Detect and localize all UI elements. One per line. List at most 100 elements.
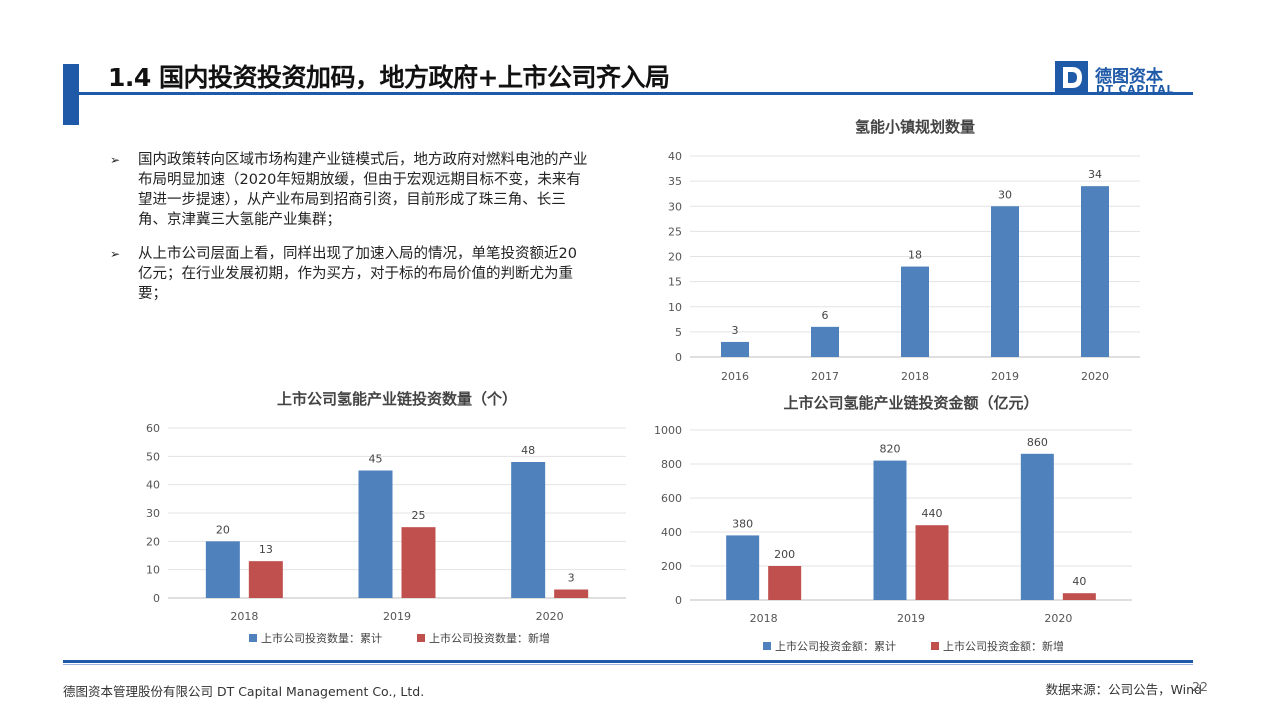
logo-d-icon [1055, 61, 1088, 94]
y-tick-label: 0 [675, 351, 682, 364]
x-tick-label: 2018 [750, 612, 778, 625]
data-label: 48 [521, 444, 535, 457]
title-underline [79, 92, 1193, 95]
y-tick-label: 600 [661, 492, 682, 505]
bar [721, 341, 749, 357]
bar [1062, 593, 1096, 600]
x-tick-label: 2020 [536, 610, 564, 623]
bar [915, 525, 949, 600]
y-tick-label: 10 [668, 301, 682, 314]
title-accent-bar [63, 64, 79, 125]
legend-swatch [417, 634, 425, 642]
bar [811, 326, 839, 357]
x-tick-label: 2019 [897, 612, 925, 625]
x-tick-label: 2018 [230, 610, 258, 623]
bullet-text: 从上市公司层面上看，同样出现了加速入局的情况，单笔投资额近20亿元；在行业发展初… [138, 246, 577, 302]
x-tick-label: 2020 [1081, 370, 1109, 383]
data-label: 380 [732, 517, 753, 530]
data-label: 34 [1088, 168, 1102, 181]
y-tick-label: 50 [146, 450, 160, 463]
chart-title: 氢能小镇规划数量 [855, 118, 975, 136]
data-label: 6 [822, 309, 829, 322]
legend-label: 上市公司投资数量：新增 [429, 631, 550, 645]
arrow-bullet-icon: ➢ [110, 247, 121, 261]
y-tick-label: 30 [146, 507, 160, 520]
data-label: 45 [369, 453, 383, 466]
data-label: 820 [880, 443, 901, 456]
legend-swatch [931, 642, 939, 650]
bar [768, 566, 802, 600]
y-tick-label: 20 [668, 251, 682, 264]
legend-label: 上市公司投资金额：累计 [775, 639, 896, 653]
page-title: 1.4 国内投资投资加码，地方政府+上市公司齐入局 [108, 63, 670, 92]
y-tick-label: 10 [146, 564, 160, 577]
bar [554, 589, 589, 598]
legend-swatch [763, 642, 771, 650]
legend-label: 上市公司投资数量：累计 [261, 631, 382, 645]
investment-count-chart: 上市公司氢能产业链投资数量（个） 0 10 20 30 40 50 60 20 13 2018 45 2… [130, 380, 650, 660]
bullet-item: ➢ 国内政策转向区域市场构建产业链模式后，地方政府对燃料电池的产业布局明显加速（… [110, 150, 590, 230]
bar [873, 460, 907, 600]
x-tick-label: 2017 [811, 370, 839, 383]
data-label: 30 [998, 188, 1012, 201]
y-tick-label: 0 [153, 592, 160, 605]
bar [205, 541, 240, 598]
x-tick-label: 2018 [901, 370, 929, 383]
bar [1020, 453, 1054, 600]
data-label: 40 [1072, 575, 1086, 588]
chart-title: 上市公司氢能产业链投资金额（亿元） [783, 394, 1038, 412]
y-tick-label: 1000 [654, 424, 682, 437]
bar [991, 206, 1019, 357]
y-tick-label: 40 [668, 150, 682, 163]
logo-text-cn: 德图资本 [1095, 67, 1163, 87]
y-tick-label: 35 [668, 175, 682, 188]
page-number: 22 [1192, 679, 1208, 694]
y-tick-label: 5 [675, 326, 682, 339]
y-tick-label: 200 [661, 560, 682, 573]
data-label: 3 [568, 572, 575, 585]
bullet-item: ➢ 从上市公司层面上看，同样出现了加速入局的情况，单笔投资额近20亿元；在行业发… [110, 244, 590, 304]
y-tick-label: 30 [668, 200, 682, 213]
arrow-bullet-icon: ➢ [110, 153, 121, 167]
footer-company: 德图资本管理股份有限公司 DT Capital Management Co., … [63, 684, 425, 699]
y-tick-label: 25 [668, 225, 682, 238]
bullet-list: ➢ 国内政策转向区域市场构建产业链模式后，地方政府对燃料电池的产业布局明显加速（… [110, 150, 590, 318]
data-label: 3 [732, 324, 739, 337]
bullet-text: 国内政策转向区域市场构建产业链模式后，地方政府对燃料电池的产业布局明显加速（20… [138, 152, 588, 228]
x-tick-label: 2019 [383, 610, 411, 623]
bar [358, 470, 393, 598]
data-label: 200 [774, 548, 795, 561]
data-label: 18 [908, 249, 922, 262]
y-tick-label: 20 [146, 535, 160, 548]
y-tick-label: 40 [146, 479, 160, 492]
chart-svg: 上市公司氢能产业链投资数量（个） 0 10 20 30 40 50 60 20 13 2018 45 2… [146, 390, 626, 645]
data-label: 25 [412, 509, 426, 522]
y-tick-label: 15 [668, 276, 682, 289]
chart-svg: 上市公司氢能产业链投资金额（亿元） 0 200 400 600 800 1000 380 200… [654, 394, 1132, 653]
bar [726, 535, 760, 600]
x-tick-label: 2016 [721, 370, 749, 383]
x-tick-label: 2019 [991, 370, 1019, 383]
x-tick-label: 2020 [1044, 612, 1072, 625]
bar [1081, 186, 1109, 357]
data-label: 860 [1027, 436, 1048, 449]
data-label: 440 [922, 507, 943, 520]
footer-source: 数据来源：公司公告，Wind [1045, 682, 1202, 697]
bar [248, 561, 283, 598]
y-tick-label: 60 [146, 422, 160, 435]
logo-text-en: DT CAPITAL [1096, 84, 1175, 96]
legend-swatch [249, 634, 257, 642]
investment-amount-chart: 上市公司氢能产业链投资金额（亿元） 0 200 400 600 800 1000 380 200… [640, 384, 1160, 664]
bar [901, 266, 929, 357]
data-label: 13 [259, 543, 273, 556]
data-label: 20 [216, 523, 230, 536]
y-tick-label: 800 [661, 458, 682, 471]
bar [511, 462, 546, 598]
chart-title: 上市公司氢能产业链投资数量（个） [277, 390, 517, 408]
footer-divider-thin [63, 664, 1193, 665]
brand-logo: 德图资本 DT CAPITAL [1055, 61, 1195, 97]
y-tick-label: 0 [675, 594, 682, 607]
legend-label: 上市公司投资金额：新增 [943, 639, 1064, 653]
footer-divider [63, 660, 1193, 663]
chart-svg: 氢能小镇规划数量 0 5 10 15 20 25 30 35 40 3 2016 6 2017 18 2018… [668, 118, 1140, 383]
